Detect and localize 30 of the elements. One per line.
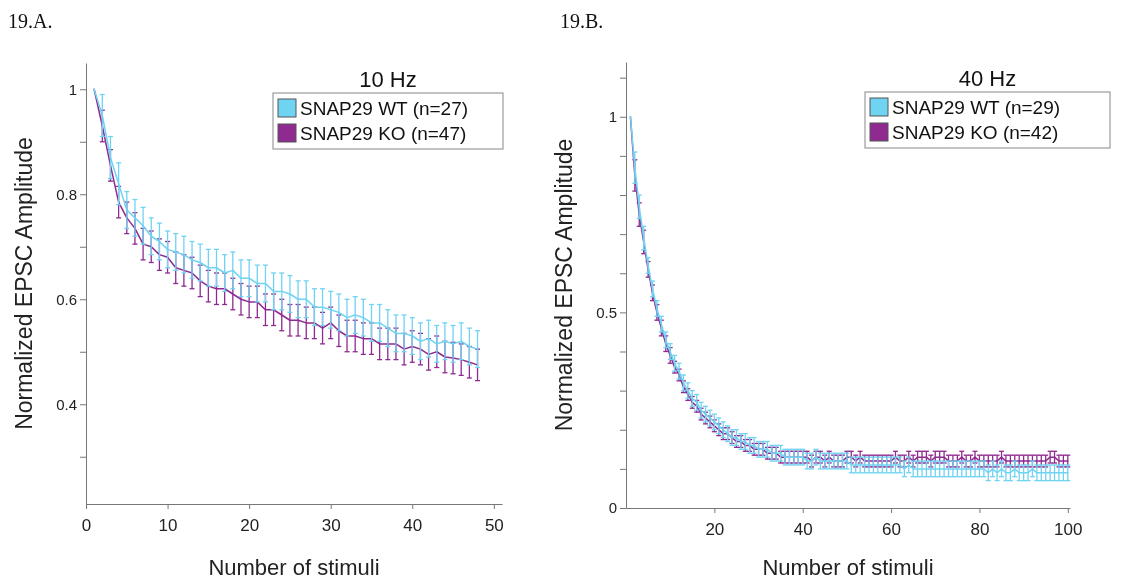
x-tick-label: 100 xyxy=(1054,519,1083,539)
legend-label: SNAP29 KO (n=42) xyxy=(892,122,1059,143)
y-tick-label: 0.4 xyxy=(56,395,77,413)
legend-label: SNAP29 WT (n=27) xyxy=(300,98,469,119)
legend-label: SNAP29 WT (n=29) xyxy=(892,97,1061,118)
chart-title: 40 Hz xyxy=(958,66,1017,91)
y-tick-label: 0.5 xyxy=(596,303,617,321)
y-tick-label: 1 xyxy=(68,80,77,98)
x-tick-label: 30 xyxy=(321,515,341,535)
legend-label: SNAP29 KO (n=47) xyxy=(300,123,467,144)
x-tick-label: 80 xyxy=(970,519,990,539)
x-tick-label: 40 xyxy=(403,515,423,535)
x-tick-label: 50 xyxy=(484,515,504,535)
y-tick-label: 0 xyxy=(608,499,617,517)
y-axis-title: Normalized EPSC Amplitude xyxy=(551,138,577,432)
x-tick-label: 10 xyxy=(158,515,178,535)
y-tick-label: 1 xyxy=(608,108,617,126)
x-axis-title: Number of stimuli xyxy=(762,555,934,580)
x-tick-label: 20 xyxy=(705,519,725,539)
x-tick-label: 0 xyxy=(81,515,92,535)
x-axis-title: Number of stimuli xyxy=(208,555,380,580)
chart-title: 10 Hz xyxy=(359,67,417,92)
text: 19.B. xyxy=(560,10,604,32)
x-tick-label: 20 xyxy=(240,515,260,535)
text: 19.A. xyxy=(8,10,53,32)
x-tick-label: 40 xyxy=(793,519,813,539)
y-tick-label: 0.8 xyxy=(56,185,77,203)
y-axis-title: Normalized EPSC Amplitude xyxy=(11,137,37,430)
y-tick-label: 0.6 xyxy=(56,290,77,308)
x-tick-label: 60 xyxy=(882,519,902,539)
